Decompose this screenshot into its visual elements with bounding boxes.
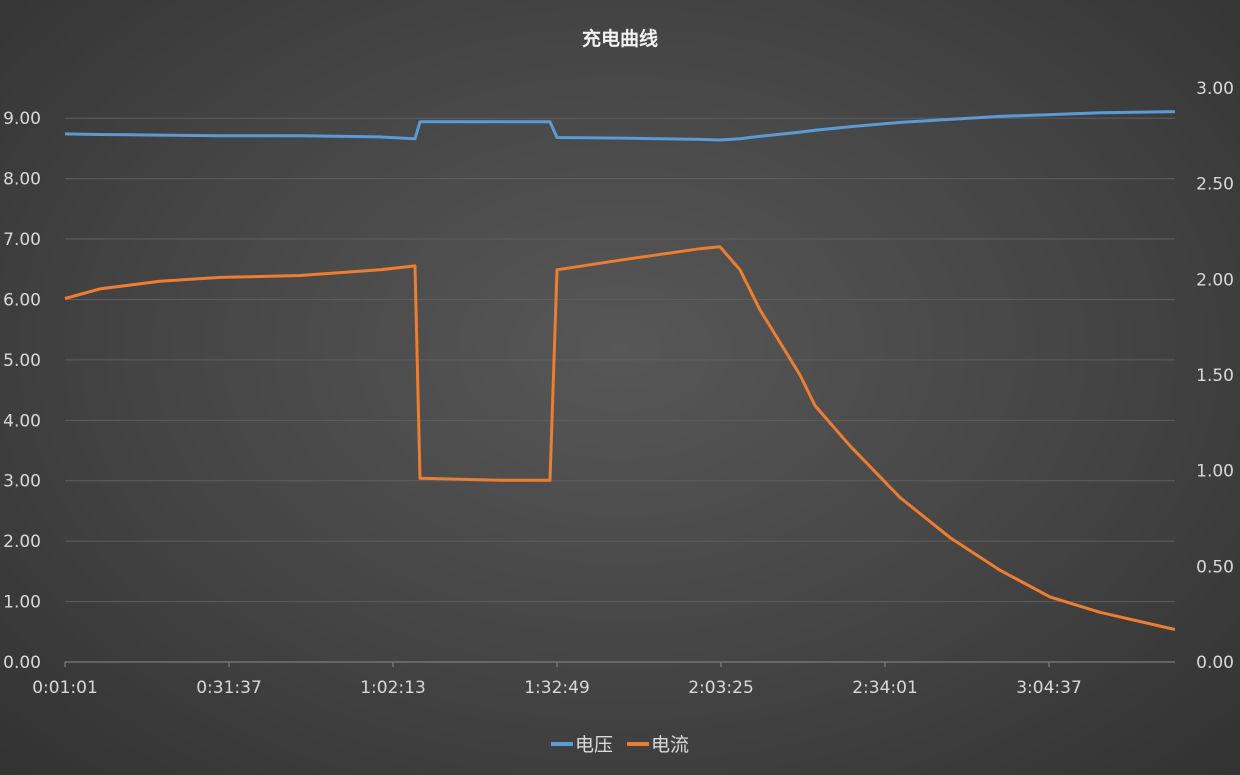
- y-left-tick-label: 0.00: [3, 653, 41, 673]
- legend-label-current: 电流: [651, 734, 690, 756]
- x-tick-label: 1:32:49: [524, 678, 590, 698]
- series-line-voltage: [64, 110, 1175, 142]
- x-tick-label: 3:04:37: [1016, 678, 1082, 698]
- series-line-current: [64, 245, 1176, 631]
- x-tick-label: 1:02:13: [360, 678, 426, 698]
- y-left-tick-label: 3.00: [3, 472, 41, 492]
- y-left-tick-label: 6.00: [3, 290, 41, 310]
- legend-swatch-current: [627, 741, 649, 746]
- legend-item-current: 电流: [627, 730, 689, 757]
- y-right-tick-label: 1.50: [1196, 366, 1234, 386]
- y-right-tick-label: 1.00: [1196, 462, 1234, 482]
- y-right-tick-label: 3.00: [1196, 79, 1234, 99]
- legend-item-voltage: 电压: [550, 730, 613, 757]
- y-left-tick-label: 7.00: [3, 230, 41, 250]
- legend-label-voltage: 电压: [574, 734, 613, 756]
- chart-title: 充电曲线: [581, 28, 658, 50]
- y-left-tick-label: 2.00: [3, 532, 41, 552]
- y-right-tick-label: 0.00: [1196, 653, 1234, 673]
- y-left-tick-label: 1.00: [3, 593, 41, 613]
- y-left-tick-label: 4.00: [3, 411, 41, 431]
- y-right-tick-label: 2.00: [1196, 270, 1234, 290]
- x-tick-label: 0:31:37: [196, 678, 262, 698]
- y-right-tick-label: 0.50: [1196, 557, 1234, 577]
- x-tick-label: 2:34:01: [852, 678, 918, 698]
- x-tick-label: 2:03:25: [688, 678, 754, 698]
- y-left-tick-label: 5.00: [3, 351, 41, 371]
- y-left-tick-label: 8.00: [3, 170, 41, 190]
- y-right-tick-label: 2.50: [1196, 175, 1234, 195]
- legend: 电压 电流: [0, 730, 1240, 757]
- x-tick-label: 0:01:01: [32, 678, 98, 698]
- y-left-tick-label: 9.00: [3, 109, 41, 129]
- legend-swatch-voltage: [550, 741, 573, 746]
